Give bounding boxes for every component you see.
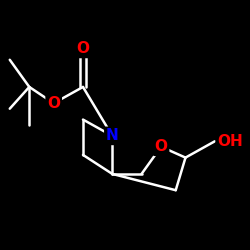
Text: N: N (106, 128, 119, 143)
Text: O: O (47, 96, 60, 111)
Text: O: O (76, 42, 90, 56)
Text: O: O (154, 139, 168, 154)
Text: OH: OH (217, 134, 243, 149)
